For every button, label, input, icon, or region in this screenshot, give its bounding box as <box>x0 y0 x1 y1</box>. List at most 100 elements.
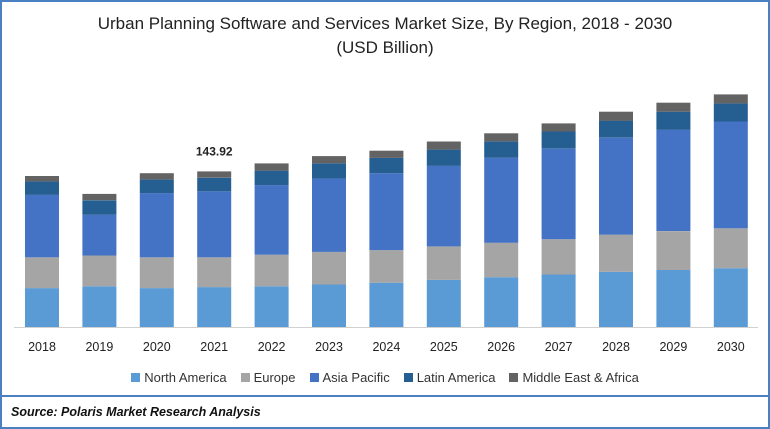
bar-segment-north-america-2022 <box>254 286 289 327</box>
x-tick-label-2020: 2020 <box>143 340 171 354</box>
legend-swatch-north-america <box>131 373 141 382</box>
bar-segment-asia-pacific-2027 <box>541 148 576 240</box>
bar-segment-north-america-2021 <box>197 287 232 327</box>
chart-title-block: Urban Planning Software and Services Mar… <box>2 12 768 60</box>
bar-segment-north-america-2029 <box>656 270 691 327</box>
bar-segment-europe-2020 <box>139 257 174 289</box>
bar-segment-north-america-2026 <box>484 277 519 327</box>
bar-segment-asia-pacific-2019 <box>82 214 117 256</box>
data-label-2021: 143.92 <box>196 144 233 158</box>
bar-segment-middle-east-africa-2020 <box>139 173 174 180</box>
x-tick-label-2026: 2026 <box>487 340 515 354</box>
legend-item-latin-america: Latin America <box>403 370 496 385</box>
bar-segment-middle-east-africa-2030 <box>713 94 748 104</box>
bar-segment-latin-america-2021 <box>197 177 232 192</box>
bar-segment-north-america-2023 <box>312 284 346 327</box>
x-tick-label-2028: 2028 <box>602 340 630 354</box>
bar-segment-latin-america-2027 <box>541 131 576 149</box>
bar-segment-north-america-2020 <box>139 288 174 327</box>
bar-segment-europe-2026 <box>484 242 519 278</box>
bar-segment-europe-2022 <box>254 254 289 287</box>
legend-item-middle-east-africa: Middle East & Africa <box>509 370 639 385</box>
bar-segment-asia-pacific-2029 <box>656 129 691 231</box>
bar-segment-latin-america-2030 <box>713 103 748 122</box>
bar-segment-asia-pacific-2030 <box>713 121 748 229</box>
bar-segment-north-america-2025 <box>426 279 461 327</box>
bar-segment-asia-pacific-2023 <box>312 178 346 252</box>
source-note: Source: Polaris Market Research Analysis <box>11 405 261 419</box>
x-tick-label-2018: 2018 <box>28 340 56 354</box>
bar-segment-middle-east-africa-2029 <box>656 102 691 112</box>
bar-segment-europe-2027 <box>541 239 576 275</box>
source-divider <box>2 395 768 399</box>
bar-segment-middle-east-africa-2027 <box>541 123 576 132</box>
legend-label-middle-east-africa: Middle East & Africa <box>522 370 639 385</box>
bar-segment-north-america-2030 <box>713 268 748 327</box>
bar-segment-latin-america-2023 <box>312 163 346 179</box>
bar-segment-europe-2024 <box>369 250 404 283</box>
bar-segment-middle-east-africa-2028 <box>599 111 633 121</box>
bar-segment-latin-america-2029 <box>656 111 691 130</box>
bar-segment-middle-east-africa-2018 <box>25 176 59 182</box>
x-tick-label-2029: 2029 <box>659 340 687 354</box>
chart-title: Urban Planning Software and Services Mar… <box>97 14 673 33</box>
bar-segment-north-america-2028 <box>599 271 633 327</box>
bar-segment-europe-2023 <box>312 251 346 285</box>
bar-segment-asia-pacific-2020 <box>139 193 174 258</box>
bar-segment-europe-2025 <box>426 246 461 280</box>
legend-label-europe: Europe <box>253 370 296 385</box>
legend-swatch-europe <box>240 373 250 382</box>
bar-segment-middle-east-africa-2024 <box>369 150 404 158</box>
x-tick-label-2023: 2023 <box>315 340 343 354</box>
x-tick-label-2021: 2021 <box>200 340 228 354</box>
x-tick-label-2022: 2022 <box>258 340 286 354</box>
x-tick-label-2025: 2025 <box>430 340 458 354</box>
bar-segment-middle-east-africa-2025 <box>426 141 461 150</box>
bar-segment-europe-2028 <box>599 234 633 272</box>
x-tick-label-2024: 2024 <box>372 340 400 354</box>
x-tick-label-2030: 2030 <box>717 340 745 354</box>
bar-segment-asia-pacific-2018 <box>25 194 59 258</box>
legend-item-europe: Europe <box>240 370 296 385</box>
bar-segment-latin-america-2019 <box>82 200 117 215</box>
bar-segment-latin-america-2026 <box>484 141 519 158</box>
bar-segment-middle-east-africa-2026 <box>484 133 519 142</box>
bar-segment-north-america-2019 <box>82 286 117 327</box>
legend-item-asia-pacific: Asia Pacific <box>309 370 390 385</box>
bar-segment-europe-2030 <box>713 228 748 269</box>
bar-segment-europe-2019 <box>82 255 117 287</box>
bar-segment-asia-pacific-2026 <box>484 157 519 243</box>
bar-segment-asia-pacific-2025 <box>426 165 461 247</box>
bar-segment-latin-america-2022 <box>254 170 289 186</box>
legend-swatch-asia-pacific <box>309 373 319 382</box>
bar-segment-latin-america-2025 <box>426 149 461 166</box>
bar-segment-middle-east-africa-2022 <box>254 163 289 171</box>
chart-subtitle: (USD Billion) <box>336 38 434 57</box>
x-tick-label-2019: 2019 <box>85 340 113 354</box>
x-tick-label-2027: 2027 <box>545 340 573 354</box>
chart-legend: North America Europe Asia Pacific Latin Ame… <box>2 370 768 385</box>
bar-segment-asia-pacific-2022 <box>254 185 289 255</box>
bar-segment-latin-america-2018 <box>25 181 59 195</box>
bar-segment-europe-2018 <box>25 257 59 289</box>
bar-segment-europe-2029 <box>656 231 691 270</box>
bar-segment-north-america-2018 <box>25 288 59 327</box>
bar-segment-asia-pacific-2021 <box>197 191 232 258</box>
bar-segment-europe-2021 <box>197 257 232 288</box>
legend-swatch-middle-east-africa <box>509 373 519 382</box>
bar-segment-asia-pacific-2024 <box>369 173 404 251</box>
legend-label-latin-america: Latin America <box>416 370 496 385</box>
bar-segment-middle-east-africa-2021 <box>197 171 232 178</box>
bar-segment-middle-east-africa-2023 <box>312 156 346 164</box>
legend-label-asia-pacific: Asia Pacific <box>322 370 390 385</box>
bar-segment-north-america-2027 <box>541 274 576 327</box>
bar-segment-middle-east-africa-2019 <box>82 193 117 201</box>
bar-segment-latin-america-2028 <box>599 120 633 138</box>
bar-segment-latin-america-2020 <box>139 179 174 194</box>
bar-segment-latin-america-2024 <box>369 157 404 174</box>
bar-segment-asia-pacific-2028 <box>599 137 633 235</box>
bar-segment-north-america-2024 <box>369 282 404 327</box>
legend-swatch-latin-america <box>403 373 413 382</box>
